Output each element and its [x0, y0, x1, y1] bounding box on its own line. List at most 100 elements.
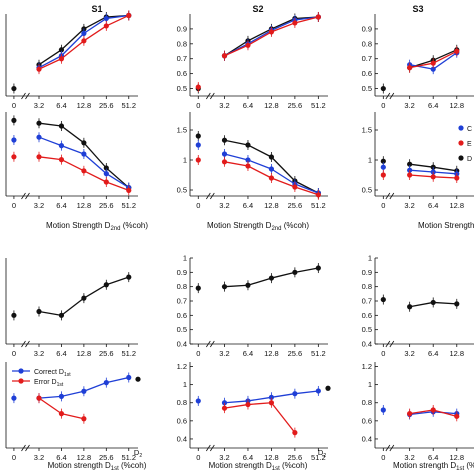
s1-dprime-series0-seg-5	[106, 276, 129, 286]
s2-accuracy-axis-break-a	[205, 92, 211, 100]
s2-dprime-axis-break-a	[205, 340, 211, 348]
s1-confidence-xtick-label-1: 3.2	[34, 201, 44, 210]
s2-dprime-ytick-label-2: 0.6	[177, 311, 187, 320]
s3-accuracy-series1-seg-2	[409, 64, 434, 70]
panel-title-s2: S2	[252, 4, 263, 14]
s1-accuracy-series2-seg-5	[106, 14, 130, 27]
s2-confidence-xtick-label-4: 25.6	[288, 201, 303, 210]
s3-dprime-ytick-label-6: 1	[368, 254, 372, 263]
s2-confidence-series2-seg-2	[224, 161, 249, 167]
s1-confidence-axis-break-b	[25, 192, 30, 200]
s2-confidence-ytick-label-0: 0.5	[177, 186, 187, 195]
s1-dprime-series0-point-5	[126, 274, 132, 280]
s3-transfer-axis-break-a	[385, 444, 391, 452]
s2-dprime-ytick-label-1: 0.5	[177, 325, 187, 334]
s2-transfer-series1-seg-3	[247, 402, 272, 406]
s2-accuracy-series0-seg-3	[247, 28, 272, 42]
s3-confidence-xtick-label-0: 0	[381, 201, 385, 210]
s1-accuracy-series2-seg-3	[61, 40, 85, 60]
s1-accuracy-xtick-label-1: 3.2	[34, 101, 44, 110]
s2-confidence-axis-break-a	[205, 192, 211, 200]
legend-correct-marker	[18, 368, 24, 374]
s1-accuracy-series0-seg-4	[83, 16, 107, 30]
s1-dprime-xtick-label-1: 3.2	[34, 349, 44, 358]
xlabel-bottom-s3: Motion strength D1st (%coh)	[393, 461, 474, 472]
s3-confidence-xtick-label-1: 3.2	[404, 201, 414, 210]
s1-transfer-xtick-label-5: 51.2	[121, 453, 136, 462]
xlabel-bottom-s2: Motion strength D1st (%coh)	[209, 461, 308, 472]
s3-confidence-ytick-label-0: 0.5	[362, 186, 372, 195]
s1-transfer-xtick-label-0: 0	[12, 453, 16, 462]
s3-confidence-series1-point-0	[380, 164, 386, 170]
s1-accuracy-series0-seg-2	[38, 49, 62, 66]
s2-dprime-series0-point-0	[195, 285, 201, 291]
s1-accuracy-series1-seg-2	[38, 55, 62, 69]
legend-top-d: D	[467, 156, 472, 163]
s3-transfer-axis-break-b	[389, 444, 395, 452]
s3-confidence-ytick-label-1: 1	[368, 156, 372, 165]
s2-accuracy-xtick-label-1: 3.2	[219, 101, 229, 110]
s3-accuracy-ytick-label-2: 0.7	[362, 54, 372, 63]
s3-accuracy-xtick-label-3: 12.8	[449, 101, 464, 110]
s3-dprime-xtick-label-0: 0	[381, 349, 385, 358]
s1-dprime-xtick-label-5: 51.2	[121, 349, 136, 358]
s2-transfer-series0-seg-4	[271, 393, 295, 398]
s3-transfer-series1-seg-3	[433, 409, 457, 417]
s2-transfer-series1-seg-4	[270, 402, 296, 434]
s2-transfer-xtick-label-2: 6.4	[243, 453, 253, 462]
s3-confidence-series2-seg-2	[409, 174, 434, 178]
panel-title-s1: S1	[91, 4, 102, 14]
s1-confidence-series2-seg-2	[38, 156, 62, 161]
s2-dprime-xtick-label-0: 0	[196, 349, 200, 358]
s2-confidence-series0-point-1	[221, 137, 228, 143]
legend-top-marker-c	[458, 125, 464, 131]
s2-dprime-ytick-label-4: 0.8	[177, 282, 187, 291]
s1-confidence-series2-point-1	[36, 154, 42, 160]
s1-confidence-xtick-label-0: 0	[12, 201, 16, 210]
s1-accuracy-series0-seg-3	[60, 28, 85, 51]
legend-bottom: Correct D1st Error D1st	[12, 368, 71, 388]
s3-accuracy-axis-break-a	[385, 92, 391, 100]
d2-tick-s1: D2	[134, 448, 142, 459]
s1-transfer-series0-seg-4	[83, 382, 107, 392]
s2-accuracy-xtick-label-2: 6.4	[243, 101, 253, 110]
s3-dprime-axis-break-b	[389, 340, 395, 348]
s3-accuracy-xtick-label-1: 3.2	[404, 101, 414, 110]
s1-accuracy-series1-seg-5	[106, 14, 129, 20]
s3-confidence-series0-seg-2	[409, 163, 434, 168]
xlabel-top-s2: Motion Strength D2nd (%coh)	[207, 221, 309, 232]
s2-transfer-axis-break-a	[205, 444, 211, 452]
s3-transfer-ytick-label-2: 0.8	[362, 398, 372, 407]
s2-transfer-xtick-label-4: 25.6	[288, 453, 303, 462]
s3-dprime-ytick-label-1: 0.5	[362, 325, 372, 334]
s2-dprime-xtick-label-4: 25.6	[288, 349, 303, 358]
s1-accuracy-series1-seg-4	[83, 17, 107, 34]
s3-accuracy-xtick-label-2: 6.4	[428, 101, 438, 110]
s1-transfer-series0-seg-5	[106, 376, 129, 384]
s1-confidence-series1-seg-4	[83, 153, 107, 175]
s3-transfer-xtick-label-1: 3.2	[404, 453, 414, 462]
s3-confidence-xtick-label-2: 6.4	[428, 201, 438, 210]
s2-confidence-series1-seg-2	[224, 153, 249, 161]
s3-confidence-series0-point-0	[380, 158, 386, 164]
s2-confidence-xtick-label-2: 6.4	[243, 201, 253, 210]
s1-confidence-xtick-label-5: 51.2	[121, 201, 136, 210]
s1-transfer-series1-seg-2	[38, 397, 62, 415]
s2-dprime-ytick-label-3: 0.7	[177, 297, 187, 306]
s2-confidence-series2-point-1	[221, 159, 228, 165]
s3-dprime-series0-point-3	[454, 301, 460, 307]
s2-accuracy-ytick-label-4: 0.9	[177, 24, 187, 33]
s2-transfer-ytick-label-4: 1.2	[177, 362, 187, 371]
s2-confidence-xtick-label-3: 12.8	[264, 201, 279, 210]
s1-accuracy-axis-break-b	[25, 92, 30, 100]
s2-accuracy-ytick-label-0: 0.5	[177, 84, 187, 93]
s1-confidence-xtick-label-3: 12.8	[77, 201, 92, 210]
s2-confidence-series2-seg-5	[294, 186, 319, 196]
s2-confidence-series2-point-2	[245, 163, 251, 169]
s1-transfer-series0-point-5	[126, 374, 132, 381]
legend-top-c: C	[467, 126, 472, 133]
s1-confidence-series1-point-0	[11, 137, 17, 143]
s3-transfer-series0-seg-2	[409, 411, 434, 416]
s2-transfer-series0-seg-3	[247, 396, 272, 402]
